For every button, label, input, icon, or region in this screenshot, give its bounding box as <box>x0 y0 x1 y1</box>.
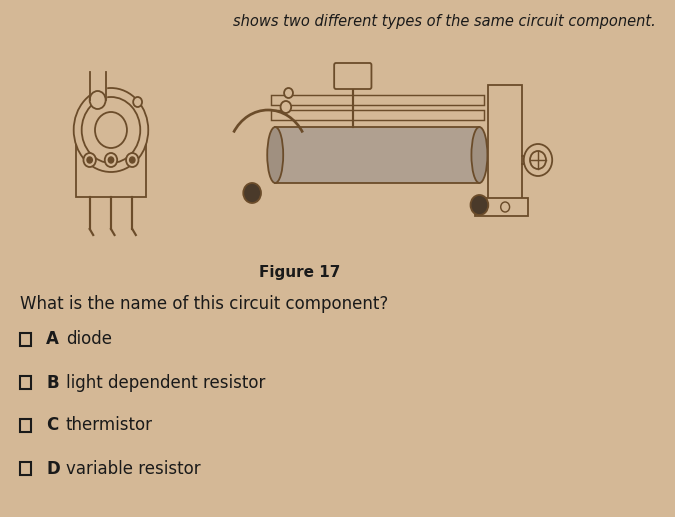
Text: light dependent resistor: light dependent resistor <box>65 373 265 391</box>
FancyBboxPatch shape <box>334 63 371 89</box>
Bar <box>20 462 31 475</box>
Text: shows two different types of the same circuit component.: shows two different types of the same ci… <box>232 14 655 29</box>
Circle shape <box>84 153 96 167</box>
Circle shape <box>284 88 293 98</box>
Text: D: D <box>46 460 60 478</box>
Bar <box>76 142 146 197</box>
Circle shape <box>130 157 135 163</box>
Text: C: C <box>46 417 59 434</box>
Ellipse shape <box>267 127 284 183</box>
Bar <box>20 376 31 389</box>
Circle shape <box>530 151 546 169</box>
Text: Figure 17: Figure 17 <box>259 265 341 280</box>
Circle shape <box>108 157 113 163</box>
Bar <box>271 95 484 105</box>
Text: diode: diode <box>65 330 111 348</box>
Text: A: A <box>46 330 59 348</box>
Circle shape <box>243 183 261 203</box>
Circle shape <box>501 202 510 212</box>
Circle shape <box>74 88 148 172</box>
Text: B: B <box>46 373 59 391</box>
Circle shape <box>95 112 127 148</box>
Text: thermistor: thermistor <box>65 417 153 434</box>
Circle shape <box>470 195 488 215</box>
Bar <box>20 333 31 346</box>
Bar <box>488 85 522 210</box>
Text: variable resistor: variable resistor <box>65 460 200 478</box>
Circle shape <box>105 153 117 167</box>
Circle shape <box>82 97 140 163</box>
Circle shape <box>87 157 92 163</box>
Bar <box>275 127 479 183</box>
Circle shape <box>126 153 138 167</box>
Circle shape <box>281 101 291 113</box>
Circle shape <box>90 91 106 109</box>
Text: What is the name of this circuit component?: What is the name of this circuit compone… <box>20 295 387 313</box>
Polygon shape <box>90 72 106 100</box>
Bar <box>271 110 484 120</box>
Ellipse shape <box>471 127 487 183</box>
Circle shape <box>133 97 142 107</box>
Circle shape <box>524 144 552 176</box>
Bar <box>475 198 529 216</box>
Bar <box>20 419 31 432</box>
